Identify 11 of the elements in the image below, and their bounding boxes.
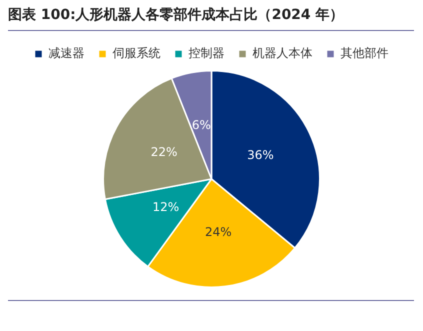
data-label: 6% [192, 118, 211, 132]
legend-label: 减速器 [48, 46, 84, 60]
legend-label: 其他部件 [340, 46, 388, 60]
data-label: 22% [150, 145, 178, 160]
data-label: 12% [152, 200, 180, 214]
legend-label: 伺服系统 [112, 46, 160, 60]
legend-label: 控制器 [188, 46, 224, 60]
chart-title: 图表 100:人形机器人各零部件成本占比（2024 年） [8, 6, 344, 24]
data-label: 36% [247, 148, 274, 162]
data-label: 24% [204, 224, 232, 239]
legend-label: 机器人本体 [252, 46, 312, 60]
